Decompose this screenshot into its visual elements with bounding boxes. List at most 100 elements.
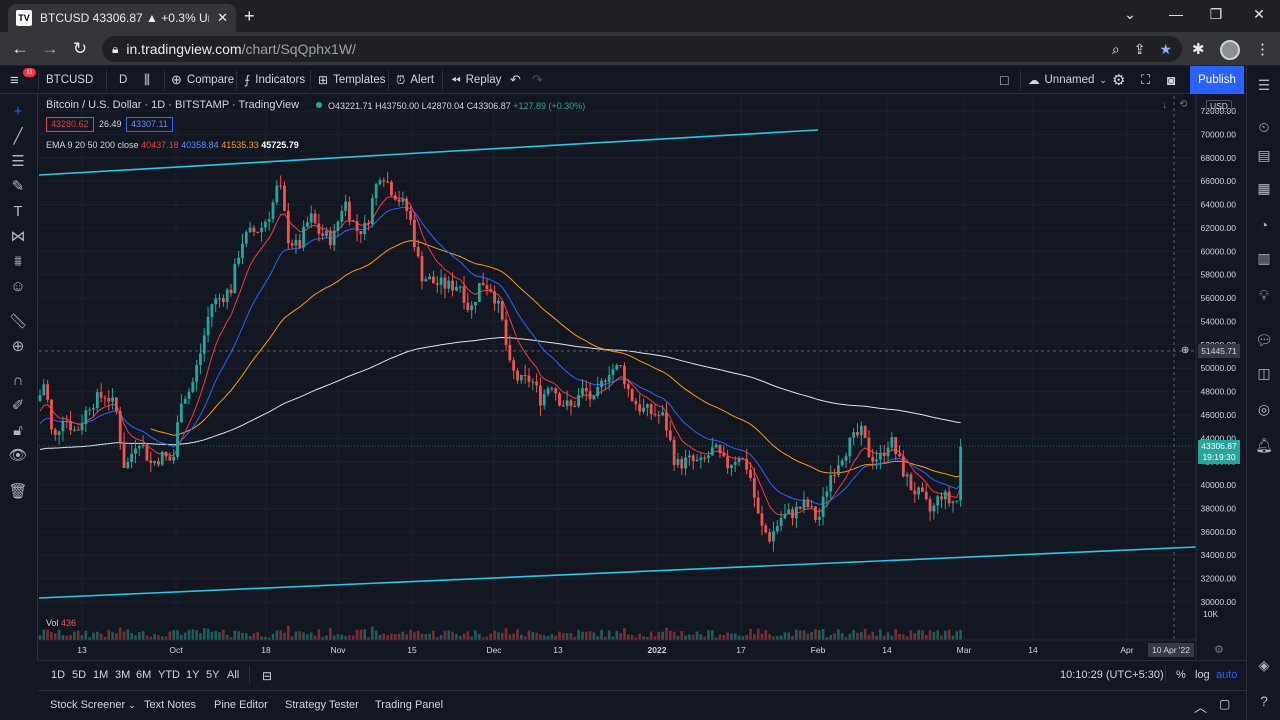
- alerts-panel-icon[interactable]: ⏲︎: [1258, 119, 1270, 135]
- browser-menu-icon[interactable]: ⋮: [1255, 41, 1270, 58]
- lower-trendline[interactable]: [38, 546, 1197, 599]
- range-ytd[interactable]: YTD: [158, 669, 180, 681]
- bookmark-star-icon[interactable]: ★: [1159, 40, 1172, 57]
- tab-stock-screener[interactable]: Stock Screener ⌄: [50, 699, 136, 711]
- templates-button[interactable]: ⊞ Templates: [318, 66, 385, 94]
- redo-icon[interactable]: ↷: [532, 72, 543, 87]
- forward-icon[interactable]: →: [41, 39, 59, 58]
- add-alert-plus-icon[interactable]: ⊕: [1181, 345, 1190, 356]
- upper-trendline[interactable]: [38, 129, 819, 176]
- volume-legend[interactable]: Vol 436: [46, 618, 76, 628]
- symbol-legend[interactable]: Bitcoin / U.S. Dollar · 1D · BITSTAMP · …: [46, 99, 323, 111]
- time-axis[interactable]: 13 Oct 18 Nov 15 Dec 13 2022 17 Feb 14 Mar 14 Apr: [77, 645, 1134, 655]
- text-tool-icon[interactable]: T: [13, 203, 23, 220]
- range-3m[interactable]: 3M: [115, 669, 131, 681]
- percent-scale-toggle[interactable]: %: [1176, 669, 1186, 681]
- clock-timezone[interactable]: 10:10:29 (UTC+5:30): [1060, 669, 1164, 681]
- ideas-bulb-icon[interactable]: 💡︎: [1259, 287, 1269, 303]
- buy-price-button[interactable]: 43307.11: [126, 117, 173, 132]
- browser-tab[interactable]: TV BTCUSD 43306.87 ▲ +0.3% Unnamed ✕: [8, 4, 236, 32]
- crosshair-icon[interactable]: +: [13, 103, 23, 120]
- replay-button[interactable]: ⏪︎ Replay: [451, 66, 501, 94]
- reset-scale-icon[interactable]: ⟲: [1179, 99, 1188, 110]
- signal-icon[interactable]: ◎: [1257, 401, 1271, 417]
- tab-search-icon[interactable]: ⌄: [1124, 6, 1136, 22]
- brush-icon[interactable]: ✎: [11, 178, 25, 195]
- zoom-icon[interactable]: ⌕: [1111, 40, 1120, 57]
- main-menu-icon[interactable]: ≡: [10, 71, 19, 89]
- time-tick-label: Dec: [486, 645, 502, 655]
- close-tab-icon[interactable]: ✕: [217, 10, 228, 25]
- hide-drawings-icon[interactable]: 👁︎: [8, 447, 28, 464]
- omnibox[interactable]: 🔒︎ in.tradingview.com/chart/SqQphx1W/ ⌕ …: [102, 36, 1182, 62]
- axis-settings-gear-icon[interactable]: ⚙︎: [1214, 644, 1224, 656]
- extensions-icon[interactable]: ✱: [1192, 41, 1205, 58]
- interval-button[interactable]: D: [119, 74, 128, 86]
- range-6m[interactable]: 6M: [136, 669, 152, 681]
- range-1d[interactable]: 1D: [51, 669, 66, 681]
- data-window-icon[interactable]: ▤: [1257, 147, 1271, 163]
- tab-text-notes[interactable]: Text Notes: [144, 699, 196, 711]
- tab-strategy-tester[interactable]: Strategy Tester: [285, 699, 359, 711]
- auto-scale-toggle[interactable]: auto: [1216, 669, 1238, 681]
- help-icon[interactable]: ?: [1260, 693, 1268, 709]
- collapse-panel-icon[interactable]: ︿: [1194, 700, 1208, 715]
- undo-icon[interactable]: ↶: [510, 72, 521, 87]
- magnet-icon[interactable]: ∩: [12, 372, 24, 389]
- share-icon[interactable]: ⇪: [1133, 40, 1146, 57]
- keep-drawing-icon[interactable]: ✐: [11, 397, 25, 414]
- zoom-in-icon[interactable]: ⊕: [11, 338, 25, 355]
- range-all[interactable]: All: [227, 669, 240, 681]
- hotlist-icon[interactable]: ◔: [1259, 217, 1269, 233]
- emoji-icon[interactable]: ☺︎: [10, 278, 26, 295]
- maximize-icon[interactable]: ❐: [1209, 6, 1223, 22]
- close-window-icon[interactable]: ✕: [1253, 6, 1265, 22]
- watchlist-icon[interactable]: ☰: [1257, 77, 1271, 93]
- fullscreen-icon[interactable]: ⛶: [1141, 72, 1151, 87]
- currency-button[interactable]: USD: [1206, 100, 1232, 112]
- indicators-button[interactable]: ⨍ Indicators: [244, 66, 305, 94]
- pattern-tool-icon[interactable]: ⋈: [10, 228, 26, 245]
- compare-button[interactable]: ⊕ Compare: [171, 66, 234, 94]
- layout-name-button[interactable]: ☁︎ Unnamed ⌄: [1028, 66, 1107, 94]
- trash-icon[interactable]: 🗑︎: [8, 483, 28, 500]
- camera-snapshot-icon[interactable]: ◙: [1167, 72, 1176, 88]
- reload-icon[interactable]: ↻: [72, 39, 88, 58]
- news-icon[interactable]: ▦: [1257, 180, 1271, 196]
- fib-retracement-icon[interactable]: ☰: [11, 153, 25, 170]
- publish-button[interactable]: Publish: [1190, 66, 1244, 94]
- new-tab-icon[interactable]: +: [244, 6, 255, 26]
- range-5y[interactable]: 5Y: [206, 669, 220, 681]
- ruler-icon[interactable]: 📏︎: [8, 313, 28, 330]
- back-icon[interactable]: ←: [11, 39, 29, 58]
- range-5d[interactable]: 5D: [72, 669, 87, 681]
- go-to-date-icon[interactable]: ⊟: [262, 669, 273, 683]
- sell-price-button[interactable]: 43280.62: [46, 117, 94, 132]
- ema-legend[interactable]: EMA 9 20 50 200 close 40437.18 40358.84 …: [46, 140, 299, 150]
- alert-button[interactable]: ⏰︎ Alert: [396, 66, 434, 94]
- lock-drawings-icon[interactable]: 🔓︎: [13, 422, 23, 439]
- log-scale-toggle[interactable]: log: [1195, 669, 1210, 681]
- calendar-icon[interactable]: ▥: [1257, 250, 1271, 266]
- range-1m[interactable]: 1M: [93, 669, 109, 681]
- candle-style-icon[interactable]: ⫼: [144, 72, 150, 87]
- price-chart[interactable]: 72000.0070000.0068000.0066000.0064000.00…: [38, 94, 1246, 660]
- range-1y[interactable]: 1Y: [186, 669, 200, 681]
- minimize-icon[interactable]: —: [1169, 6, 1183, 22]
- trendline-icon[interactable]: ╱: [13, 128, 23, 145]
- scroll-down-icon[interactable]: ↓: [1162, 100, 1167, 111]
- tab-pine-editor[interactable]: Pine Editor: [214, 699, 268, 711]
- symbol-search-button[interactable]: BTCUSD: [46, 74, 94, 86]
- prediction-tool-icon[interactable]: ⩩: [13, 253, 22, 270]
- settings-gear-icon[interactable]: ⚙︎: [1112, 72, 1126, 89]
- chat-icon[interactable]: 💬︎: [1255, 332, 1273, 348]
- maximize-panel-icon[interactable]: ▢: [1219, 697, 1231, 711]
- profile-avatar[interactable]: [1220, 40, 1240, 60]
- notifications-bell-icon[interactable]: 🔔︎: [1255, 437, 1273, 453]
- tab-trading-panel[interactable]: Trading Panel: [375, 699, 444, 711]
- price-axis[interactable]: 72000.0070000.0068000.0066000.0064000.00…: [1201, 106, 1237, 619]
- url-text[interactable]: in.tradingview.com/chart/SqQphx1W/: [126, 41, 356, 57]
- streams-icon[interactable]: ◫: [1257, 365, 1271, 381]
- layers-icon[interactable]: ◈: [1258, 657, 1270, 673]
- layout-select-icon[interactable]: □: [1000, 72, 1009, 88]
